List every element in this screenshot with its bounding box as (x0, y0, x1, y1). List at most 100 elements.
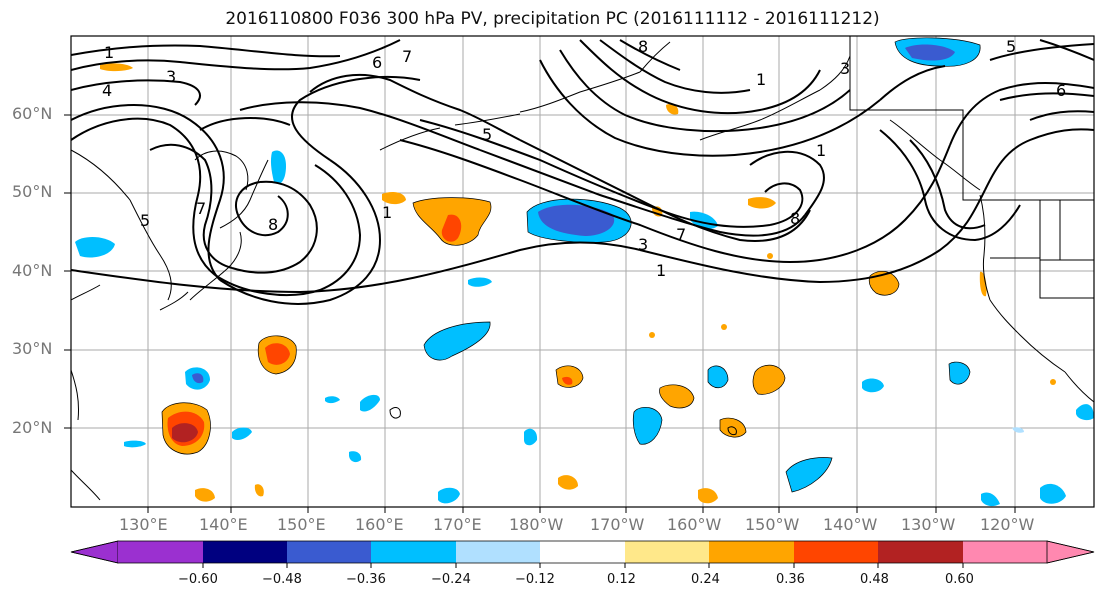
contour-label: 1 (756, 70, 766, 89)
precip-negative-anomaly (786, 457, 832, 492)
precip-positive-anomaly (558, 475, 578, 490)
colorbar-tick-label: −0.12 (515, 572, 555, 587)
colorbar-tick-label: 0.24 (691, 572, 720, 587)
lat-label: 20°N (12, 418, 53, 437)
contour-label: 7 (196, 199, 206, 218)
precip-negative-anomaly (708, 365, 728, 388)
precip-negative-anomaly (538, 204, 615, 236)
colorbar-segment (287, 541, 371, 563)
precip-negative-anomaly (349, 451, 362, 463)
lon-label: 170°E (433, 515, 482, 534)
lat-label: 30°N (12, 339, 53, 358)
precip-negative-anomaly (633, 407, 662, 445)
colorbar-tick-label: −0.36 (346, 572, 386, 587)
contour-label: 5 (1006, 37, 1016, 56)
precip-positive-anomaly (100, 63, 133, 72)
colorbar-tick-label: 0.36 (776, 572, 805, 587)
pv-contour-labels: 1 3 4 6 7 5 8 3 1 5 6 5 8 7 1 1 8 1 3 7 (102, 37, 1066, 280)
map-title: 2016110800 F036 300 hPa PV, precipitatio… (225, 9, 880, 29)
precip-negative-anomaly (1012, 427, 1024, 433)
lon-label: 120°W (980, 515, 1035, 534)
lon-label: 150°W (745, 515, 800, 534)
colorbar-tick-label: 0.48 (860, 572, 889, 587)
colorbar-tick-label: −0.48 (262, 572, 302, 587)
precip-positive-anomaly (172, 423, 198, 443)
precip-negative-anomaly (862, 378, 884, 393)
lon-ticks (147, 507, 1016, 513)
precip-positive-anomaly (195, 488, 215, 502)
political-borders (849, 36, 1094, 299)
precip-negative-anomaly (524, 428, 538, 446)
lat-label: 60°N (12, 104, 53, 123)
contour-label: 6 (1056, 81, 1066, 100)
precip-negative-anomaly (75, 236, 115, 258)
pv-contours (71, 39, 1094, 305)
colorbar-segment (794, 541, 878, 563)
precip-positive-anomaly (649, 332, 655, 338)
contour-label: 8 (638, 37, 648, 56)
contour-label: 7 (676, 225, 686, 244)
lat-label: 50°N (12, 182, 53, 201)
precip-positive-anomaly (382, 192, 406, 205)
colorbar-tick-label: −0.60 (178, 572, 218, 587)
precip-negative-anomaly (1076, 404, 1094, 421)
colorbar-tick-label: 0.60 (945, 572, 974, 587)
precip-positive-anomaly (659, 384, 694, 408)
colorbar-segment (540, 541, 625, 563)
colorbar-extend-low (70, 540, 119, 564)
colorbar-segment (118, 541, 203, 563)
precip-negative-anomaly (124, 440, 146, 448)
coastlines (71, 41, 1094, 501)
contour-label: 7 (402, 47, 412, 66)
precip-negative-anomaly (1040, 483, 1066, 504)
lon-label: 160°E (355, 515, 404, 534)
lon-label: 140°E (199, 515, 248, 534)
precip-negative-anomaly (325, 396, 340, 404)
contour-label: 5 (482, 125, 492, 144)
contour-label: 3 (638, 235, 648, 254)
colorbar-segment (203, 541, 287, 563)
precip-positive-anomaly (265, 343, 290, 365)
lat-ticks (64, 114, 71, 429)
colorbar (70, 540, 1095, 568)
precip-shading (75, 37, 1094, 507)
precip-positive-anomaly (441, 214, 462, 242)
colorbar-segment (878, 541, 963, 563)
precip-negative-anomaly (468, 277, 492, 287)
contour-label: 8 (268, 215, 278, 234)
precip-positive-anomaly (767, 253, 773, 259)
precip-negative-anomaly (949, 362, 970, 385)
contour-label: 1 (382, 203, 392, 222)
precip-outlines (161, 37, 981, 493)
precip-negative-anomaly (232, 427, 252, 440)
colorbar-segment (625, 541, 709, 563)
precip-positive-anomaly (720, 418, 746, 438)
lon-label: 170°W (590, 515, 645, 534)
precip-negative-anomaly (438, 487, 460, 504)
contour-label: 6 (372, 53, 382, 72)
lon-label: 130°E (119, 515, 168, 534)
lon-label: 150°E (277, 515, 326, 534)
precip-positive-anomaly (254, 484, 264, 497)
contour-label: 4 (102, 81, 112, 100)
contour-label: 3 (840, 59, 850, 78)
contour-label: 5 (140, 211, 150, 230)
colorbar-tick-label: −0.24 (431, 572, 471, 587)
precip-negative-anomaly (905, 44, 955, 61)
precip-negative-anomaly (270, 150, 286, 185)
precip-negative-anomaly (192, 373, 204, 384)
lat-label: 40°N (12, 261, 53, 280)
contour-label: 3 (166, 67, 176, 86)
contour-label: 8 (790, 209, 800, 228)
precip-negative-anomaly (981, 492, 1000, 507)
colorbar-segment (709, 541, 794, 563)
lon-label: 140°W (823, 515, 878, 534)
contour-label: 1 (816, 141, 826, 160)
colorbar-segment (963, 541, 1047, 563)
precip-positive-anomaly (721, 324, 727, 330)
precip-positive-anomaly (666, 104, 679, 115)
precip-positive-anomaly (562, 376, 573, 385)
colorbar-extend-high (1046, 540, 1095, 564)
contour-label: 1 (104, 43, 114, 62)
